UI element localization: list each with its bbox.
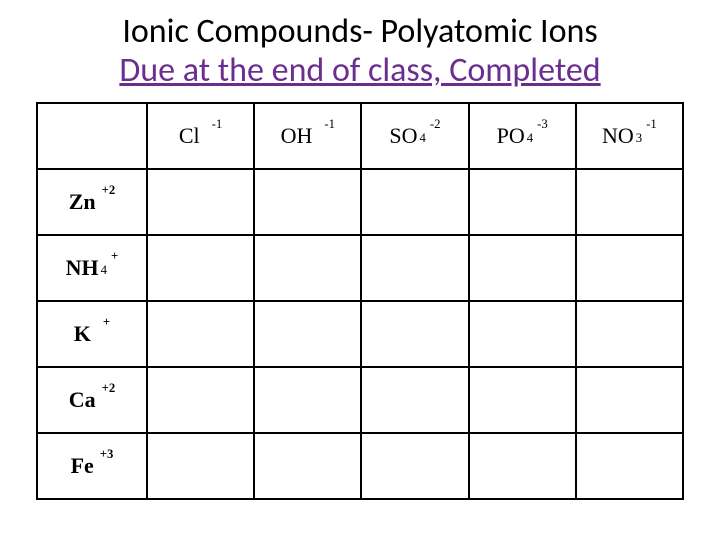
col-base: NO: [602, 125, 634, 147]
cell: [147, 235, 254, 301]
cell: [147, 367, 254, 433]
cell: [576, 433, 683, 499]
col-charge: -3: [537, 118, 548, 131]
col-header: OH -1: [254, 103, 361, 169]
cell: [361, 367, 468, 433]
cell: [361, 301, 468, 367]
title-line-1: Ionic Compounds- Polyatomic Ions: [0, 12, 720, 51]
row-header: Zn +2: [37, 169, 147, 235]
ion-table: Cl -1 OH -1 SO: [36, 102, 684, 500]
col-header: SO 4 -2: [361, 103, 468, 169]
cell: [361, 433, 468, 499]
col-sub: 4: [527, 132, 533, 145]
row-header: NH 4 +: [37, 235, 147, 301]
cell: [576, 169, 683, 235]
row-charge: +2: [102, 382, 116, 395]
col-base: SO: [389, 125, 417, 147]
corner-cell: [37, 103, 147, 169]
col-base: PO: [497, 125, 525, 147]
row-base: NH: [66, 257, 99, 279]
row-charge: +: [103, 316, 110, 329]
row-charge: +2: [102, 184, 116, 197]
col-charge: -1: [646, 118, 657, 131]
table-header-row: Cl -1 OH -1 SO: [37, 103, 683, 169]
cell: [147, 301, 254, 367]
cell: [469, 433, 576, 499]
table-row: K +: [37, 301, 683, 367]
row-base: Ca: [69, 389, 96, 411]
cell: [254, 301, 361, 367]
col-header: Cl -1: [147, 103, 254, 169]
cell: [254, 433, 361, 499]
row-base: Zn: [69, 191, 96, 213]
cell: [147, 169, 254, 235]
col-base: Cl: [179, 125, 200, 147]
cell: [361, 235, 468, 301]
cell: [254, 235, 361, 301]
cell: [361, 169, 468, 235]
row-charge: +: [111, 250, 118, 263]
cell: [254, 367, 361, 433]
row-sub: 4: [101, 264, 107, 277]
cell: [254, 169, 361, 235]
table-row: Zn +2: [37, 169, 683, 235]
table-row: Ca +2: [37, 367, 683, 433]
cell: [147, 433, 254, 499]
cell: [469, 301, 576, 367]
title-block: Ionic Compounds- Polyatomic Ions Due at …: [0, 12, 720, 90]
cell: [469, 367, 576, 433]
cell: [576, 301, 683, 367]
row-charge: +3: [100, 448, 114, 461]
cell: [576, 367, 683, 433]
row-header: Fe +3: [37, 433, 147, 499]
col-sub: 4: [420, 132, 426, 145]
table-wrap: Cl -1 OH -1 SO: [36, 102, 684, 500]
table-row: Fe +3: [37, 433, 683, 499]
row-header: Ca +2: [37, 367, 147, 433]
row-base: Fe: [71, 455, 94, 477]
title-line-2: Due at the end of class, Completed: [0, 51, 720, 90]
cell: [469, 169, 576, 235]
col-charge: -1: [212, 118, 223, 131]
row-header: K +: [37, 301, 147, 367]
table-row: NH 4 +: [37, 235, 683, 301]
row-base: K: [74, 323, 91, 345]
col-charge: -2: [430, 118, 441, 131]
col-charge: -1: [324, 118, 335, 131]
col-base: OH: [281, 125, 313, 147]
col-header: NO 3 -1: [576, 103, 683, 169]
cell: [469, 235, 576, 301]
cell: [576, 235, 683, 301]
col-header: PO 4 -3: [469, 103, 576, 169]
col-sub: 3: [636, 132, 642, 145]
slide: Ionic Compounds- Polyatomic Ions Due at …: [0, 0, 720, 540]
